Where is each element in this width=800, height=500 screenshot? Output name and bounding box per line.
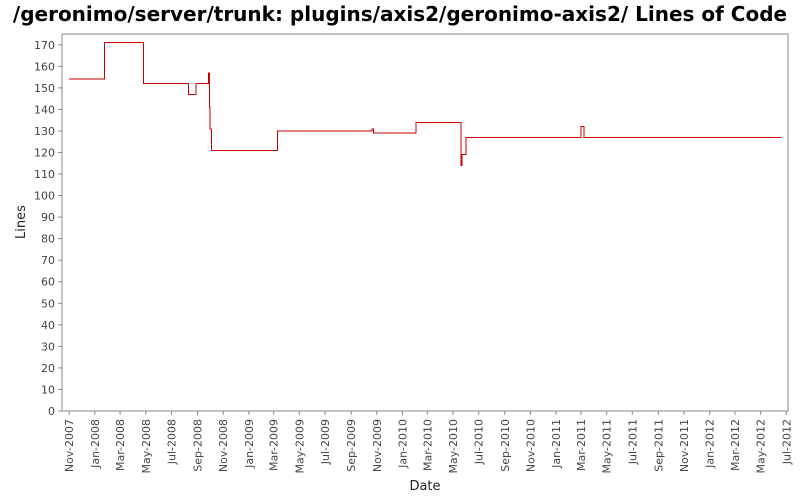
y-tick-label: 160 <box>34 60 55 73</box>
x-tick-label: Nov-2010 <box>524 419 537 472</box>
y-tick-label: 120 <box>34 146 55 159</box>
x-tick-label: Mar-2009 <box>268 419 281 471</box>
x-tick-label: May-2012 <box>755 419 768 474</box>
x-tick-label: Jul-2011 <box>626 419 639 465</box>
y-tick-label: 100 <box>34 190 55 203</box>
y-tick-label: 130 <box>34 125 55 138</box>
x-tick-label: Jul-2012 <box>780 419 793 465</box>
series-line <box>69 42 782 166</box>
x-tick-label: Jul-2009 <box>319 419 332 465</box>
x-tick-label: Sep-2010 <box>499 419 512 472</box>
x-tick-label: Sep-2008 <box>192 419 205 472</box>
y-tick-label: 90 <box>41 211 55 224</box>
x-tick-label: Jan-2009 <box>243 419 256 469</box>
y-tick-label: 170 <box>34 39 55 52</box>
x-tick-label: May-2008 <box>140 419 153 474</box>
x-axis-label: Date <box>409 479 440 494</box>
x-tick-label: May-2010 <box>447 419 460 474</box>
x-tick-label: Nov-2007 <box>63 419 76 472</box>
x-tick-label: Jan-2012 <box>704 419 717 469</box>
x-tick-label: Mar-2011 <box>575 419 588 471</box>
x-tick-label: Jul-2010 <box>473 419 486 465</box>
y-axis-label: Lines <box>14 205 29 239</box>
x-tick-label: Mar-2010 <box>421 419 434 471</box>
x-tick-label: Sep-2011 <box>652 419 665 472</box>
y-tick-label: 70 <box>41 254 55 267</box>
x-tick-label: Nov-2009 <box>371 419 384 472</box>
y-tick-label: 50 <box>41 297 55 310</box>
y-tick-label: 10 <box>41 383 55 396</box>
x-tick-label: Sep-2009 <box>345 419 358 472</box>
x-tick-label: Mar-2008 <box>114 419 127 471</box>
y-tick-label: 80 <box>41 233 55 246</box>
chart-title: /geronimo/server/trunk: plugins/axis2/ge… <box>12 2 788 26</box>
x-axis: Nov-2007 Jan-2008 Mar-2008 May-2008 Jul-2008… <box>63 411 793 474</box>
x-tick-label: May-2009 <box>293 419 306 474</box>
x-tick-label: May-2011 <box>601 419 614 474</box>
y-tick-label: 140 <box>34 103 55 116</box>
x-tick-label: Jan-2010 <box>396 419 409 469</box>
x-tick-label: Mar-2012 <box>729 419 742 471</box>
y-tick-label: 30 <box>41 340 55 353</box>
x-tick-label: Jan-2008 <box>89 419 102 469</box>
x-tick-label: Nov-2008 <box>217 419 230 472</box>
x-tick-label: Nov-2011 <box>678 419 691 472</box>
y-tick-label: 40 <box>41 319 55 332</box>
y-axis: 0 10 20 30 40 50 60 70 80 90 100 110 120 130 140 150 160… <box>34 39 62 418</box>
y-tick-label: 110 <box>34 168 55 181</box>
y-tick-label: 150 <box>34 82 55 95</box>
y-tick-label: 20 <box>41 362 55 375</box>
y-tick-label: 60 <box>41 276 55 289</box>
x-tick-label: Jan-2011 <box>550 419 563 469</box>
x-tick-label: Jul-2008 <box>165 419 178 465</box>
plot-background <box>61 33 789 412</box>
y-tick-label: 0 <box>48 405 55 418</box>
